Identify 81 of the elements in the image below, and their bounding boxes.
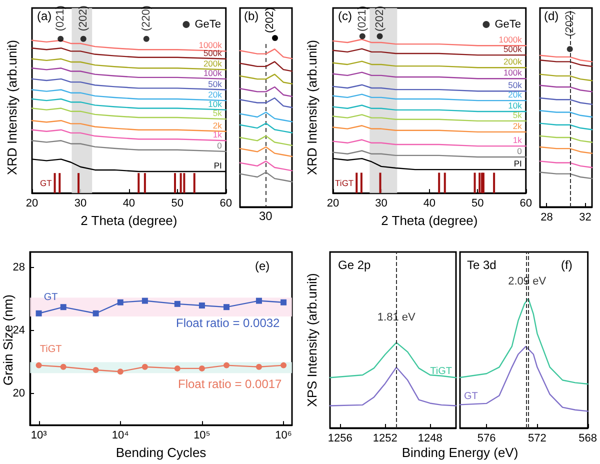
series-label: 500k (503, 44, 523, 54)
x-tick-label: 1252 (372, 432, 398, 444)
x-axis-title: Binding Energy (eV) (402, 445, 518, 460)
annotation: (202) (77, 5, 90, 32)
series-label: 50k (208, 78, 223, 89)
x-tick-label: 50 (472, 198, 484, 210)
annotation: 1.81 eV (377, 311, 416, 324)
x-axis-title: 2 Theta (degree) (80, 213, 178, 228)
x-tick-label: 10⁴ (112, 430, 130, 442)
series-label: 10k (508, 100, 523, 111)
series-label: 200k (203, 58, 223, 69)
x-tick-label: 576 (477, 432, 496, 444)
series-label: 10k (208, 98, 223, 109)
text: (a) (37, 9, 52, 23)
series-label: PI (214, 160, 222, 171)
series-label: 500k (203, 48, 223, 58)
x-tick-label: 60 (220, 198, 232, 210)
y-tick-label: 24 (12, 324, 25, 337)
series-label: GT (44, 292, 58, 303)
annotation: Float ratio = 0.0017 (178, 377, 282, 391)
legend-label: GeTe (494, 18, 522, 30)
series-label: 1k (512, 135, 523, 146)
x-tick-label: 10³ (30, 430, 48, 442)
series-label: 5k (512, 110, 523, 120)
series-label: TiGT (335, 178, 354, 188)
series-label: TiGT (430, 366, 452, 378)
series-label: 5k (212, 108, 223, 118)
y-axis-title: XPS Intensity (arb.unit) (304, 273, 320, 407)
series-label: 50k (508, 80, 523, 90)
y-tick-label: 20 (12, 388, 25, 400)
series-label: GT (464, 391, 478, 402)
x-axis-title: 2 Theta (degree) (381, 213, 478, 228)
series-label: PI (514, 158, 522, 169)
annotation: (202) (374, 6, 386, 32)
x-tick-label: 10⁶ (275, 430, 292, 442)
x-tick-label: 1256 (328, 432, 352, 444)
x-tick-label: 20 (26, 198, 38, 210)
text: (d) (544, 9, 559, 23)
x-tick-label: 20 (326, 198, 340, 210)
series-label: 100k (503, 68, 523, 78)
series-label: 1k (212, 130, 223, 140)
x-tick-label: 568 (578, 432, 598, 444)
text: (f) (561, 258, 572, 272)
x-tick-label: 40 (423, 198, 436, 210)
y-axis-title: XRD Intensity (arb.unit) (304, 40, 320, 176)
series-label: TiGT (40, 344, 62, 355)
text: Te 3d (467, 258, 496, 272)
annotation: Float ratio = 0.0032 (176, 316, 280, 330)
x-tick-label: 50 (171, 198, 184, 210)
annotation: 2.09 eV (508, 275, 547, 288)
series-label: 0 (517, 146, 522, 156)
series-label: 1000k (198, 40, 223, 50)
x-axis-title: Bending Cycles (116, 445, 207, 460)
series-label: 1000k (498, 34, 523, 45)
x-tick-label: 10⁵ (194, 430, 210, 442)
annotation: (202) (564, 10, 576, 36)
y-axis-title: XRD Intensity (arb.unit) (4, 40, 20, 176)
series-label: GT (40, 178, 52, 188)
series-label: 20k (208, 90, 223, 100)
series-label: 0 (217, 140, 222, 150)
series-label: 2k (512, 120, 523, 131)
series-label: 20k (508, 90, 523, 100)
text: (202) (264, 7, 276, 33)
annotation: (220) (140, 5, 152, 32)
annotation: (e) (255, 259, 270, 273)
text: Ge 2p (338, 258, 372, 272)
y-tick-label: 28 (12, 262, 25, 274)
x-tick-label: 30 (375, 198, 388, 210)
x-tick-label: 572 (528, 432, 546, 444)
x-tick-label: 30 (74, 198, 87, 210)
x-tick-label: 1248 (418, 432, 442, 444)
x-tick-label: 40 (122, 198, 136, 210)
annotation: (021) (54, 5, 67, 32)
series-label: 2k (212, 120, 223, 130)
x-tick-label: 60 (520, 198, 532, 210)
text: (b) (244, 9, 259, 23)
series-label: 100k (203, 68, 223, 78)
series-label: 200k (503, 56, 523, 67)
legend-label: GeTe (194, 18, 222, 30)
x-tick-label: 32 (579, 212, 592, 224)
text: (c) (338, 9, 352, 23)
